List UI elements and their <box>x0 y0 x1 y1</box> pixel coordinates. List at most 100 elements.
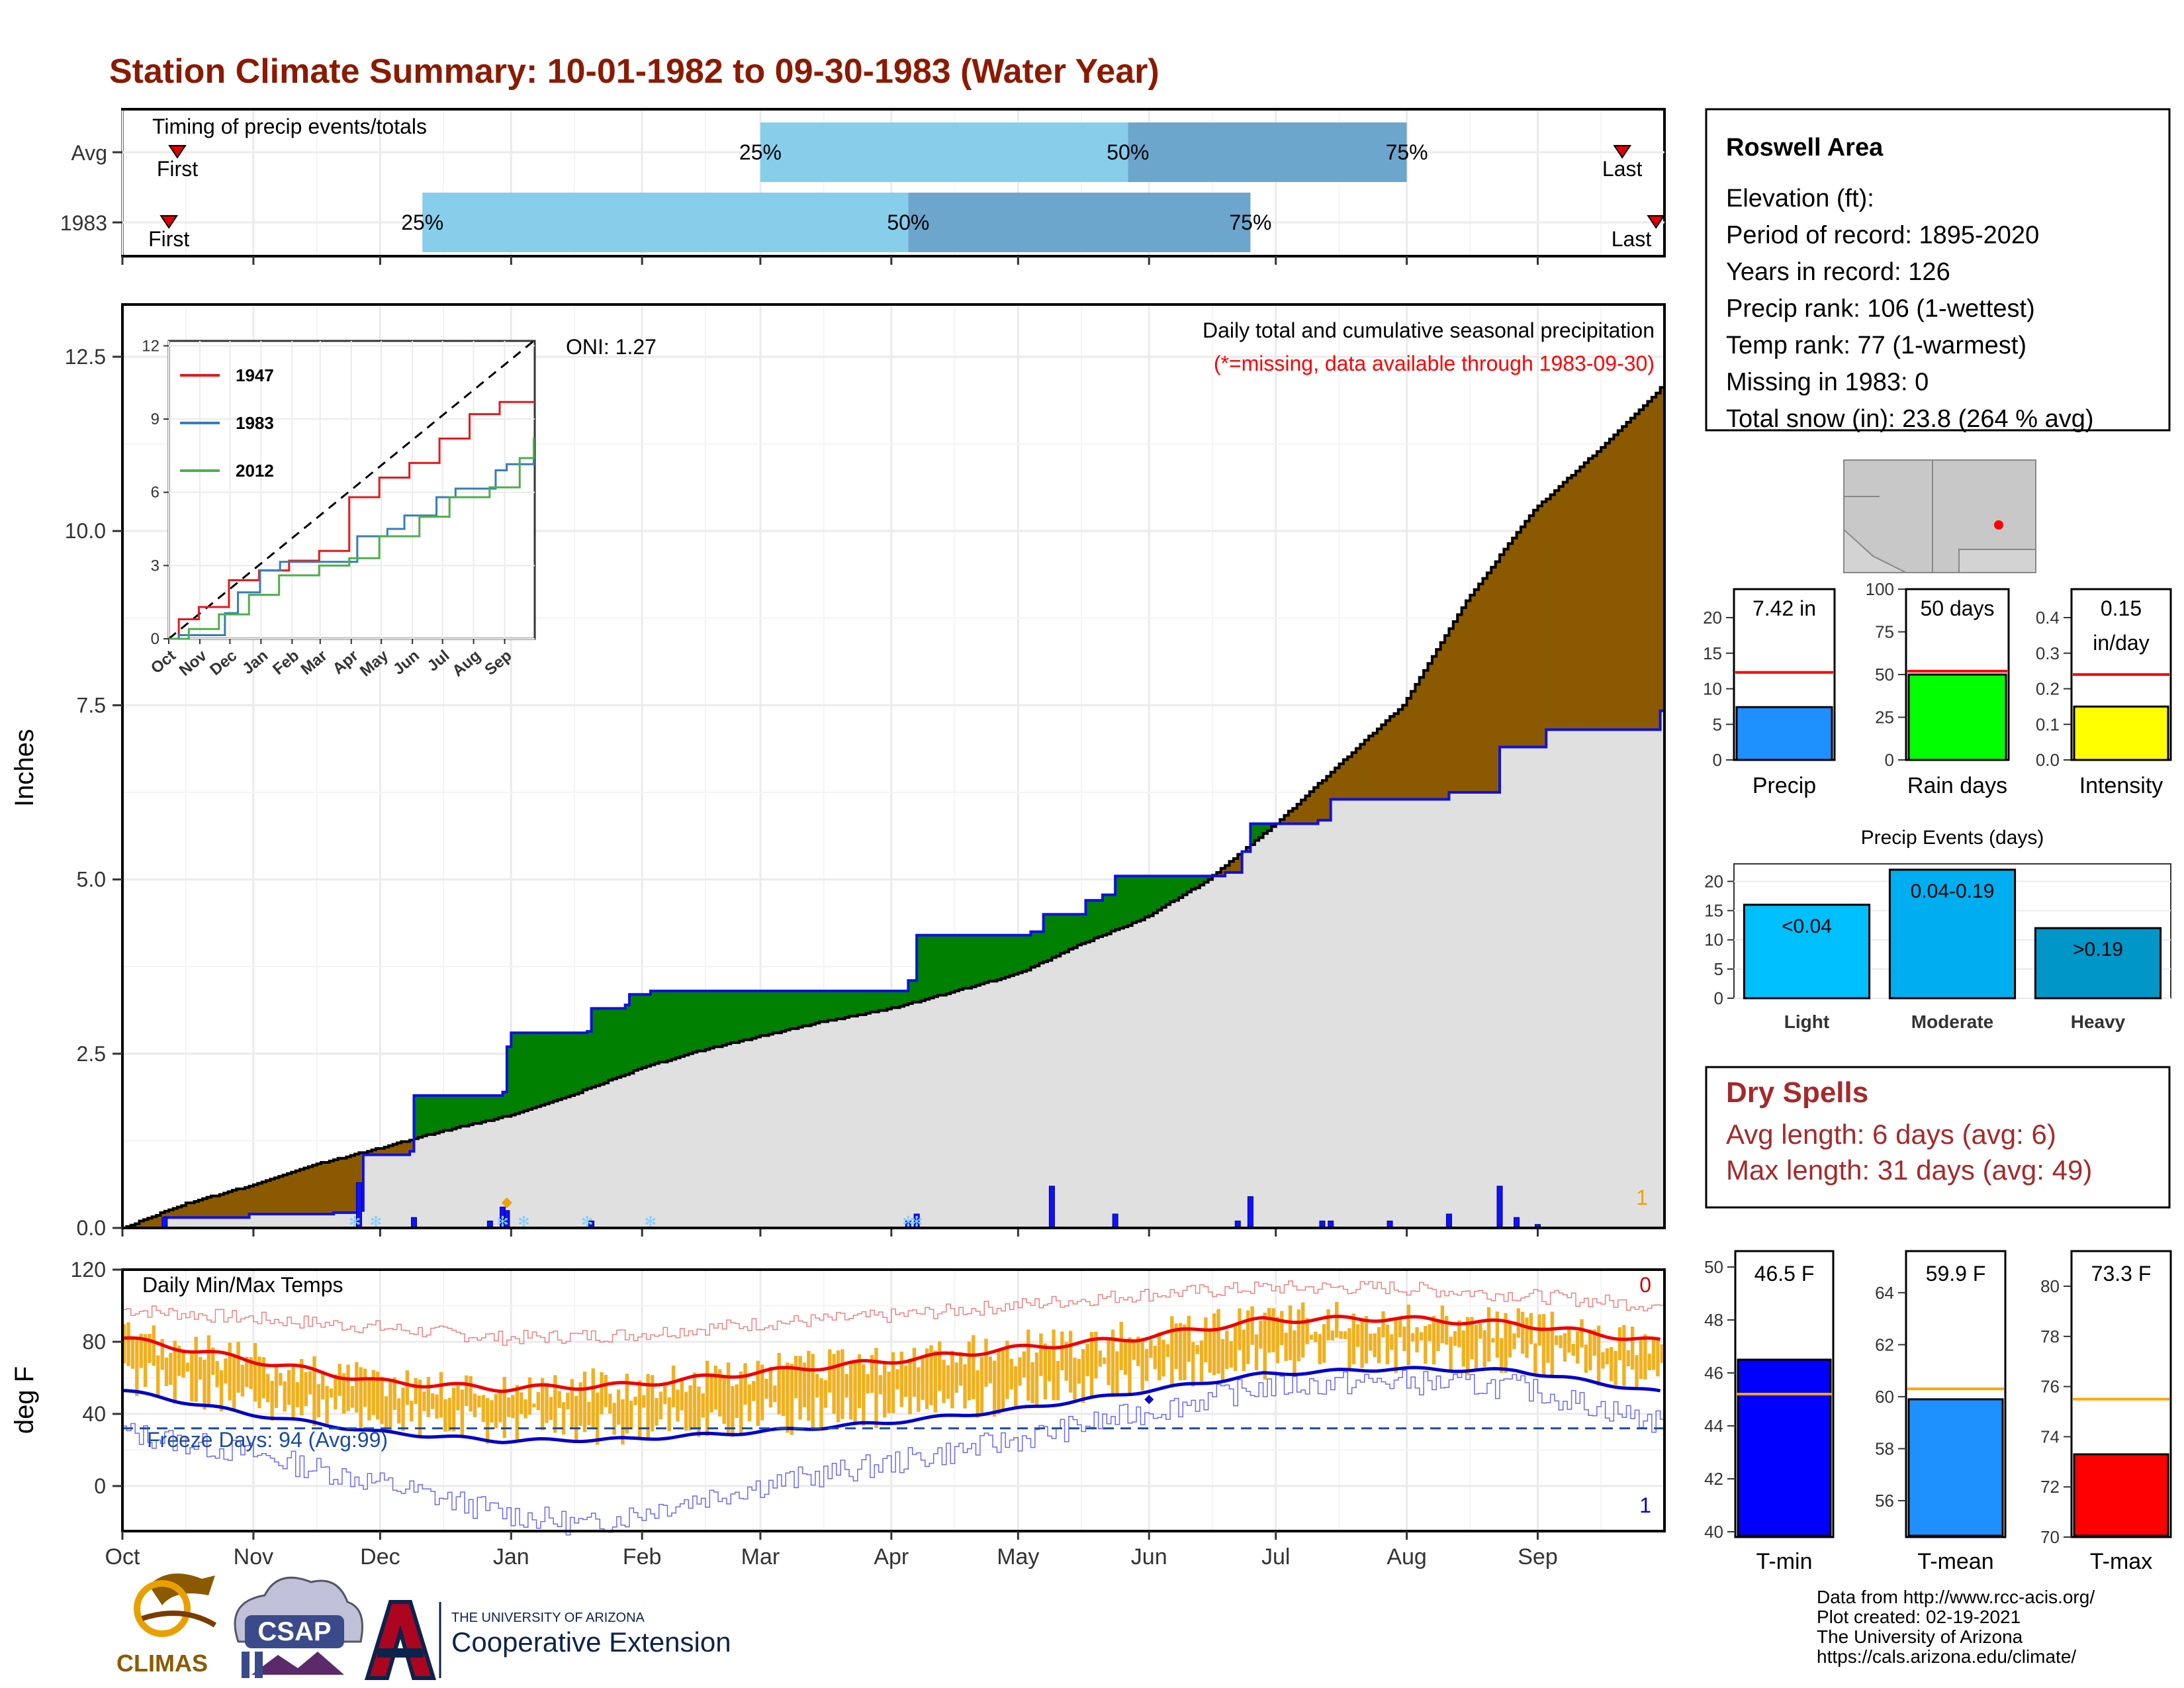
precip-y-label: Inches <box>10 729 39 807</box>
inset-y-tick-label: 3 <box>151 557 159 575</box>
daily-temp-range-bar <box>1424 1325 1428 1364</box>
chart-title: Station Climate Summary: 10-01-1982 to 0… <box>109 52 1160 91</box>
daily-temp-range-bar <box>185 1362 190 1372</box>
daily-temp-range-bar <box>903 1365 908 1397</box>
daily-temp-range-bar <box>341 1373 346 1414</box>
daily-temp-range-bar <box>1013 1366 1018 1409</box>
daily-temp-range-bar <box>1639 1337 1643 1380</box>
snow-marker: ✻ <box>349 1213 361 1230</box>
daily-temp-range-bar <box>1398 1316 1402 1338</box>
daily-temp-range-bar <box>633 1397 637 1405</box>
daily-temp-range-bar <box>274 1365 279 1409</box>
events-bar-label: 0.04-0.19 <box>1911 880 1995 902</box>
missing-data-marker <box>501 1197 512 1208</box>
daily-temp-range-bar <box>177 1346 181 1376</box>
daily-temp-range-bar <box>1280 1311 1284 1345</box>
inset-y-tick-label: 0 <box>151 630 159 648</box>
daily-temp-range-bar <box>1140 1339 1144 1391</box>
daily-temp-range-bar <box>1508 1321 1512 1358</box>
snow-marker: ✻ <box>581 1213 593 1230</box>
mini-bar-value-label: 7.42 in <box>1752 596 1816 620</box>
daily-temp-range-bar <box>756 1360 760 1426</box>
temp-bar-y-tick-label: 40 <box>1704 1522 1723 1542</box>
month-tick-label: Mar <box>741 1544 780 1570</box>
daily-temp-range-bar <box>219 1370 224 1412</box>
daily-temp-range-bar <box>1563 1333 1567 1362</box>
daily-temp-range-bar <box>1491 1338 1495 1343</box>
daily-temp-range-bar <box>498 1390 502 1423</box>
daily-temp-range-bar <box>245 1356 249 1387</box>
freeze-days-label: Freeze Days: 94 (Avg:99) <box>147 1428 388 1452</box>
events-y-tick-label: 20 <box>1704 871 1723 891</box>
daily-temp-range-bar <box>722 1376 726 1425</box>
daily-temp-range-bar <box>958 1352 963 1386</box>
ua-logo-small-text: THE UNIVERSITY OF ARIZONA <box>451 1611 645 1625</box>
daily-temp-range-bar <box>1085 1344 1089 1377</box>
daily-temp-range-bar <box>266 1374 270 1403</box>
temp-bar-y-tick-label: 46 <box>1704 1363 1723 1383</box>
daily-temp-range-bar <box>469 1376 473 1412</box>
daily-temp-range-bar <box>532 1403 536 1408</box>
daily-temp-range-bar <box>164 1357 169 1387</box>
climas-logo-text: CLIMAS <box>116 1650 208 1677</box>
daily-temp-range-bar <box>836 1350 841 1423</box>
daily-temp-range-bar <box>1482 1330 1486 1368</box>
daily-temp-range-bar <box>595 1392 600 1445</box>
daily-temp-range-bar <box>1525 1317 1529 1358</box>
daily-temp-range-bar <box>578 1382 582 1426</box>
locator-map <box>1843 459 2036 573</box>
map-states-shape <box>1843 459 2036 573</box>
daily-precip-bar <box>1514 1217 1520 1229</box>
mini-bar-y-tick-label: 0.3 <box>2036 643 2060 663</box>
daily-temp-range-bar <box>456 1385 460 1411</box>
daily-temp-range-bar <box>477 1395 481 1408</box>
daily-temp-range-bar <box>1580 1319 1584 1348</box>
daily-temp-range-bar <box>426 1377 430 1417</box>
daily-temp-range-bar <box>1575 1331 1580 1364</box>
daily-temp-range-bar <box>1626 1350 1630 1367</box>
precip-y-axis: 0.0 2.5 5.0 7.5 10.0 12.5 <box>65 345 122 1240</box>
daily-temp-range-bar <box>655 1397 659 1426</box>
daily-temp-range-bar <box>726 1362 731 1433</box>
temp-bar-y-tick-label: 74 <box>2040 1427 2060 1446</box>
temp-bar-y-tick-label: 78 <box>2040 1327 2060 1346</box>
temp-y-axis: 0 40 80 120 <box>71 1258 122 1498</box>
daily-temp-range-bar <box>899 1351 903 1407</box>
daily-temp-range-bar <box>1457 1320 1461 1348</box>
temp-bar-label: T-max <box>2090 1549 2152 1574</box>
temp-y-tick-label: 0 <box>94 1474 106 1498</box>
average-cumulative-line <box>122 386 1664 1229</box>
month-tick-label: Jul <box>1261 1544 1290 1570</box>
temp-y-tick-label: 40 <box>82 1402 106 1426</box>
daily-temp-range-bar <box>574 1395 578 1441</box>
daily-temp-range-bar <box>506 1397 511 1417</box>
daily-temp-range-bar <box>1432 1315 1436 1365</box>
daily-temp-range-bar <box>1119 1321 1123 1370</box>
first-event-marker <box>159 215 179 229</box>
daily-temp-range-bar <box>1369 1333 1373 1351</box>
daily-temp-range-bar <box>650 1375 655 1432</box>
daily-temp-range-bar <box>1271 1308 1275 1352</box>
precip-y-tick-label: 10.0 <box>65 519 106 543</box>
info-line: Period of record: 1895-2020 <box>1726 222 2039 250</box>
daily-temp-range-bar <box>1229 1341 1233 1368</box>
precip-events-chart: Precip Events (days) 0 5 10 15 20 <0.04 Light 0.… <box>1704 827 2171 1032</box>
daily-temp-range-bar <box>1128 1337 1132 1395</box>
daily-temp-range-bar <box>1449 1336 1453 1370</box>
daily-temp-range-bar <box>676 1389 680 1422</box>
inset-y-tick-label: 6 <box>151 484 159 502</box>
daily-precip-bar <box>1112 1213 1118 1229</box>
dry-spells-frame <box>1705 1066 2171 1209</box>
snow-marker: ✻ <box>370 1213 382 1230</box>
daily-temp-range-bar <box>122 1324 126 1364</box>
timing-quantile-label: 25% <box>739 140 782 164</box>
daily-temp-range-bar <box>190 1350 194 1401</box>
temp-y-tick-label: 120 <box>71 1258 106 1282</box>
record-min-line <box>122 1370 1664 1536</box>
daily-temp-range-bar <box>1647 1353 1651 1370</box>
daily-temp-range-bar <box>396 1398 401 1424</box>
daily-temp-range-bar <box>1410 1333 1415 1342</box>
daily-temp-range-bar <box>1208 1329 1212 1373</box>
logos: CLIMAS CSAP THE UNIVERSITY OF ARIZONA Co… <box>116 1573 731 1680</box>
daily-temp-range-bar <box>443 1399 447 1432</box>
